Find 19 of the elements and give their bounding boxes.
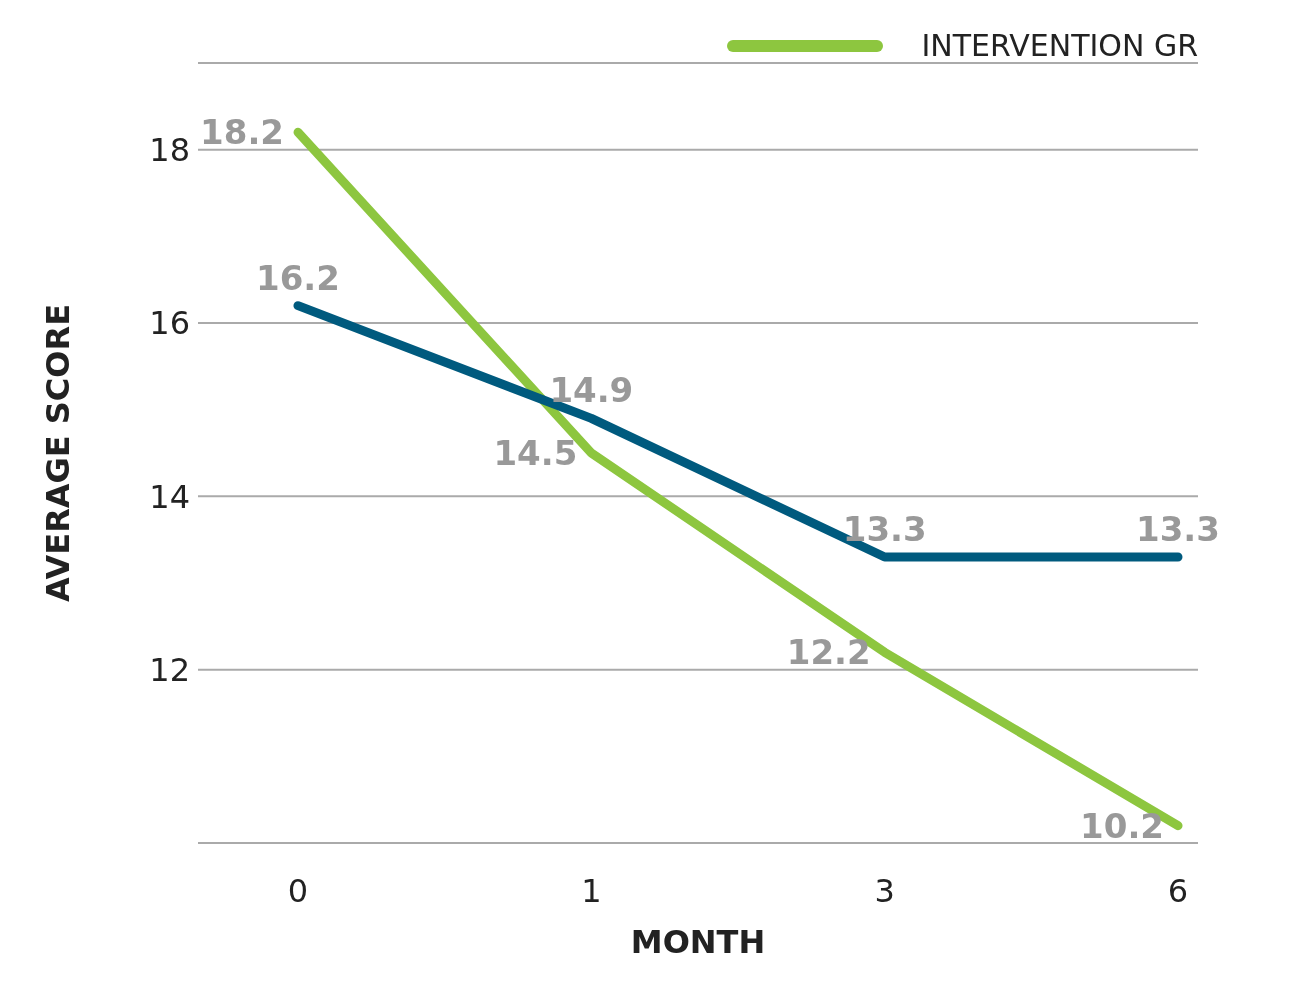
data-label: 18.2 — [200, 112, 284, 153]
y-tick-label: 18 — [149, 131, 190, 170]
x-tick-label: 1 — [581, 871, 602, 910]
data-label: 16.2 — [256, 257, 340, 298]
x-tick-label: 0 — [287, 871, 309, 910]
x-tick-label: 3 — [874, 871, 895, 910]
y-tick-label: 14 — [149, 477, 190, 516]
y-tick-label: 12 — [149, 651, 190, 690]
data-label: 13.3 — [842, 509, 927, 549]
data-label: 13.3 — [1136, 509, 1220, 549]
data-label: 10.2 — [1080, 805, 1164, 846]
data-label: 14.9 — [549, 370, 634, 411]
data-label: 14.5 — [493, 433, 578, 474]
legend-label: INTERVENTION GR — [921, 28, 1198, 63]
y-tick-label: 16 — [149, 304, 190, 343]
data-label: 12.2 — [786, 632, 871, 673]
y-axis-title: AVERAGE SCORE — [39, 303, 78, 603]
x-tick-label: 6 — [1167, 871, 1189, 910]
x-axis-title: MONTH — [630, 923, 766, 961]
